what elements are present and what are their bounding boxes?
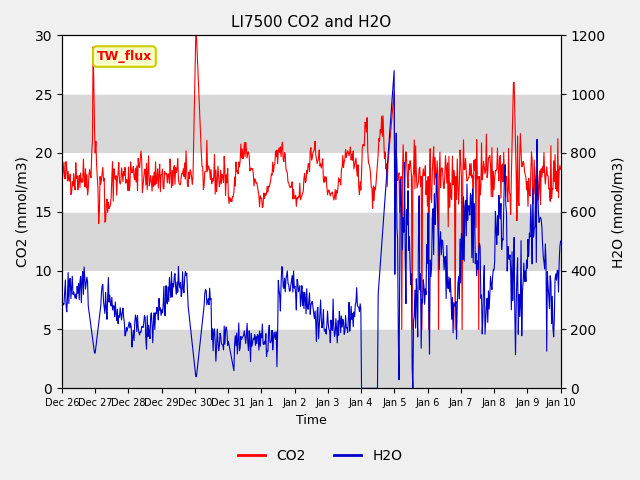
Title: LI7500 CO2 and H2O: LI7500 CO2 and H2O — [231, 15, 392, 30]
Legend: CO2, H2O: CO2, H2O — [232, 443, 408, 468]
Y-axis label: CO2 (mmol/m3): CO2 (mmol/m3) — [15, 156, 29, 267]
Text: TW_flux: TW_flux — [97, 50, 152, 63]
Bar — [62, 271, 561, 329]
Y-axis label: H2O (mmol/m3): H2O (mmol/m3) — [611, 156, 625, 267]
Bar — [62, 212, 561, 271]
Bar — [62, 153, 561, 212]
X-axis label: Time: Time — [296, 414, 326, 427]
Bar — [62, 329, 561, 388]
Bar — [62, 94, 561, 153]
Bar — [62, 36, 561, 94]
